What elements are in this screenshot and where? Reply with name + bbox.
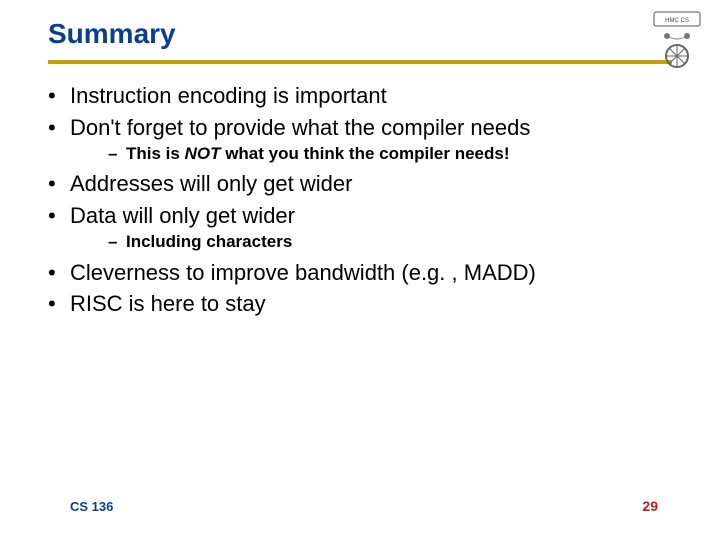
svg-text:HMC CS: HMC CS — [665, 18, 689, 24]
logo-icon: HMC CS — [652, 10, 702, 70]
sub-bullet-list: Including characters — [108, 231, 672, 252]
bullet-item: RISC is here to stay — [48, 290, 672, 318]
sub-bullet-item: This is NOT what you think the compiler … — [108, 143, 672, 164]
bullet-text: Cleverness to improve bandwidth (e.g. , … — [70, 260, 536, 285]
sub-bullet-text-pre: This is — [126, 144, 185, 163]
sub-bullet-text-pre: Including characters — [126, 232, 292, 251]
bullet-text: Don't forget to provide what the compile… — [70, 115, 530, 140]
footer-page-number: 29 — [642, 498, 658, 514]
sub-bullet-list: This is NOT what you think the compiler … — [108, 143, 672, 164]
bullet-text: Addresses will only get wider — [70, 171, 352, 196]
bullet-text: Instruction encoding is important — [70, 83, 387, 108]
slide-title: Summary — [48, 18, 720, 50]
bullet-text: RISC is here to stay — [70, 291, 266, 316]
slide-header: Summary HMC CS — [0, 0, 720, 50]
bullet-item: Addresses will only get wider — [48, 170, 672, 198]
bullet-item: Don't forget to provide what the compile… — [48, 114, 672, 165]
slide: Summary HMC CS Instruction encoding is i… — [0, 0, 720, 540]
bullet-item: Data will only get wider Including chara… — [48, 202, 672, 253]
footer-course: CS 136 — [70, 499, 113, 514]
sub-bullet-text-em: NOT — [185, 144, 221, 163]
sub-bullet-item: Including characters — [108, 231, 672, 252]
sub-bullet-text-post: what you think the compiler needs! — [220, 144, 509, 163]
bullet-list: Instruction encoding is important Don't … — [48, 82, 672, 318]
bullet-text: Data will only get wider — [70, 203, 295, 228]
slide-body: Instruction encoding is important Don't … — [0, 64, 720, 318]
bullet-item: Instruction encoding is important — [48, 82, 672, 110]
bullet-item: Cleverness to improve bandwidth (e.g. , … — [48, 259, 672, 287]
